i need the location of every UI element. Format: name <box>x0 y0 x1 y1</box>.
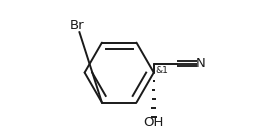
Text: &1: &1 <box>155 66 168 75</box>
Text: OH: OH <box>144 116 164 129</box>
Text: N: N <box>196 57 205 70</box>
Text: Br: Br <box>70 19 84 32</box>
